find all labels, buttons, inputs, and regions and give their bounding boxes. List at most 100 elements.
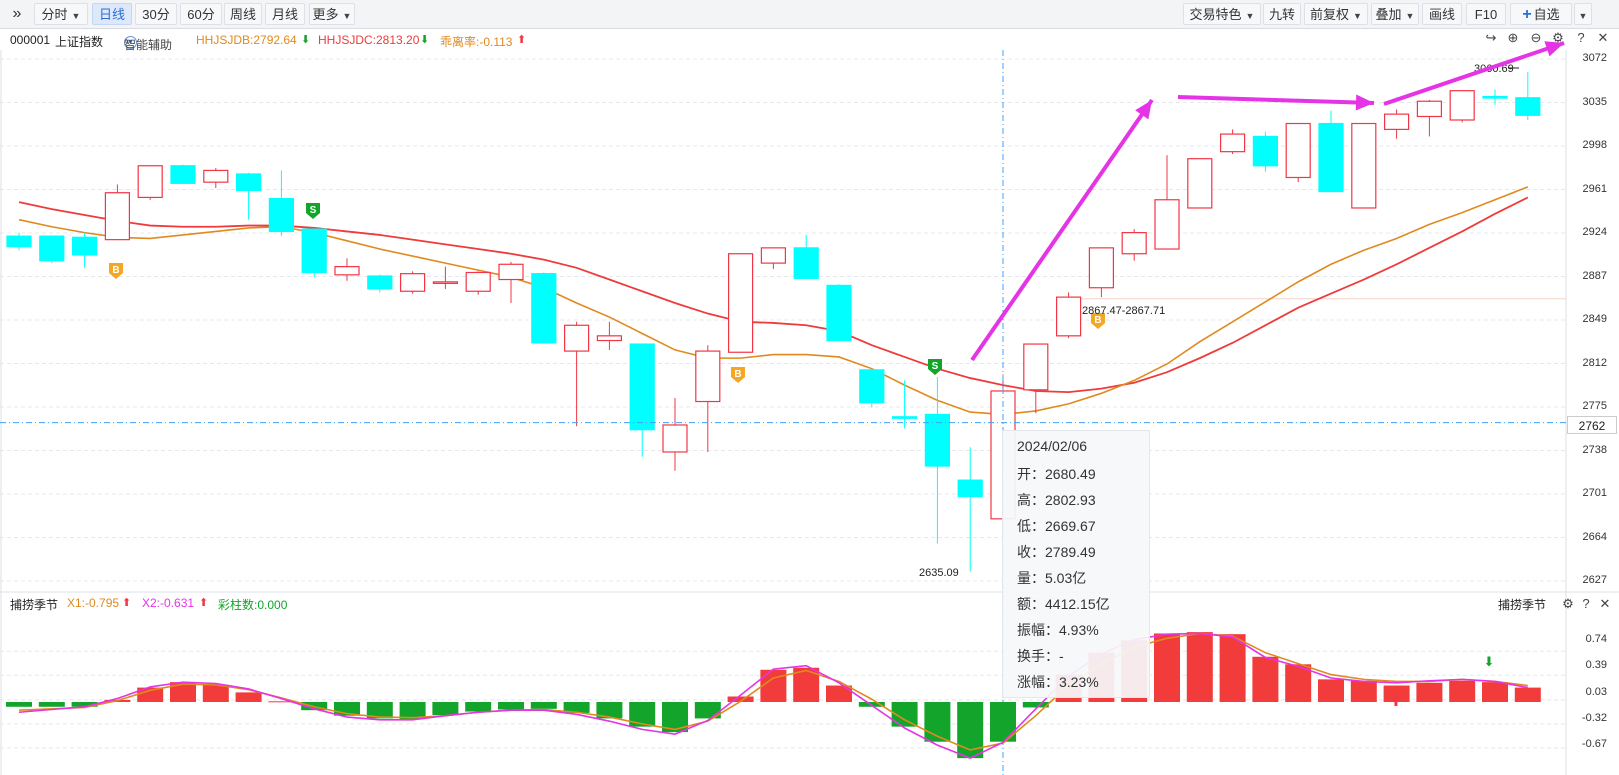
tooltip-key: 涨幅：: [1017, 674, 1059, 690]
sub-y-axis-tick-label: -0.67: [1581, 738, 1607, 750]
chevron-down-icon: ▼: [342, 11, 352, 21]
timeframe-tab-0[interactable]: 分时 ▼: [34, 3, 88, 25]
macd-bar: [694, 701, 721, 719]
candle-body: [727, 253, 754, 353]
candle-body: [793, 247, 819, 279]
macd-bar: [1154, 633, 1180, 702]
y-axis-tick-label: 2738: [1582, 443, 1607, 456]
candle-body: [596, 335, 623, 342]
up-arrow-icon: ⬆: [122, 597, 132, 609]
tooltip-key: 低：: [1017, 518, 1045, 534]
tooltip-row: 高：2802.93: [1017, 490, 1096, 510]
candle-body: [760, 247, 787, 264]
candle-body: [1383, 113, 1410, 130]
timeframe-tab-3[interactable]: 60分: [180, 3, 222, 25]
zoom-in-icon[interactable]: ⊕: [1507, 30, 1519, 45]
trend-arrow-right: [1383, 41, 1565, 106]
macd-bar: [1318, 679, 1344, 702]
ma-line-red: [18, 196, 1529, 394]
chevron-down-icon: ▼: [1353, 11, 1362, 21]
macd-bar: [760, 669, 787, 702]
candle-body: [1252, 135, 1279, 167]
macd-bar: [38, 701, 65, 707]
help-icon[interactable]: ?: [1577, 30, 1585, 45]
watchlist-dropdown-button[interactable]: ▼: [1574, 3, 1592, 25]
timeframe-tab-5[interactable]: 月线: [265, 3, 305, 25]
macd-bar: [1482, 682, 1508, 702]
marker-label: B: [1094, 315, 1101, 326]
buy-marker: B: [109, 263, 123, 279]
candle-body: [1187, 158, 1213, 209]
marker-label: S: [932, 361, 939, 372]
down-arrow-icon: ⬇: [1484, 654, 1495, 669]
tooltip-value: 4.93%: [1059, 622, 1099, 638]
chevron-down-icon: ▼: [1405, 11, 1415, 21]
sub-y-axis-tick-label: 0.03: [1585, 686, 1607, 698]
candle-body: [1449, 90, 1475, 121]
macd-bar: [530, 701, 557, 709]
candle-body: [39, 235, 65, 262]
sub-indicator-name-right[interactable]: 捕捞季节: [1498, 598, 1547, 612]
help-icon[interactable]: ?: [1582, 596, 1590, 611]
buy-marker: B: [1091, 313, 1105, 329]
candle-body: [826, 284, 852, 342]
bias-rate: 乖离率:-0.113: [440, 35, 513, 49]
toolbar-right-item-3[interactable]: 叠加 ▼: [1371, 3, 1419, 25]
timeframe-tab-6[interactable]: 更多 ▼: [309, 3, 355, 25]
tooltip-row: 低：2669.67: [1017, 516, 1096, 536]
tooltip-row: 开：2680.49: [1017, 464, 1096, 484]
tooltip-row: 换手：-: [1017, 646, 1064, 666]
macd-bar: [826, 685, 852, 702]
candle-body: [334, 266, 360, 276]
y-axis-tick-label: 3072: [1582, 52, 1607, 64]
toolbar-right-item-5[interactable]: F10: [1466, 3, 1506, 25]
candle-body: [1055, 296, 1082, 337]
stock-code: 000001: [10, 33, 51, 47]
candle-body: [695, 350, 721, 403]
close-icon[interactable]: ✕: [1599, 596, 1611, 611]
candle-body: [137, 165, 163, 199]
refresh-icon[interactable]: ↪: [1485, 30, 1497, 45]
macd-bar: [1416, 682, 1443, 702]
candle-body: [1154, 199, 1180, 250]
toolbar-right-item-4[interactable]: 画线: [1422, 3, 1462, 25]
macd-bar: [1514, 687, 1541, 702]
watchlist-button[interactable]: + 自选: [1510, 3, 1572, 25]
main-legend: 000001 上证指数 ▼ 智能辅助 HHJSJDB:2792.64 ⬇ HHJS…: [10, 33, 527, 52]
gear-icon[interactable]: ⚙: [1552, 30, 1564, 45]
tooltip-row: 收：2789.49: [1017, 542, 1096, 562]
tooltip-value: 3.23%: [1059, 674, 1099, 690]
macd-bar: [137, 687, 164, 702]
timeframe-tab-2[interactable]: 30分: [135, 3, 177, 25]
candle-body: [465, 271, 491, 292]
trend-arrow-up: [970, 98, 1154, 362]
toolbar-right-item-0[interactable]: 交易特色 ▼: [1183, 3, 1261, 25]
macd-bar: [202, 684, 229, 702]
toolbar-right-item-2[interactable]: 前复权 ▼: [1304, 3, 1368, 25]
tooltip-key: 收：: [1017, 544, 1045, 560]
sub-y-axis-tick-label: 0.74: [1585, 633, 1607, 645]
candle-body: [1351, 122, 1377, 209]
candle-body: [498, 263, 524, 281]
macd-bar: [563, 701, 590, 713]
candle-body: [859, 369, 885, 404]
plus-icon: +: [1522, 6, 1532, 23]
timeframe-tab-1[interactable]: 日线: [92, 3, 132, 25]
gear-icon[interactable]: ⚙: [1562, 596, 1574, 611]
y-axis-tick-label: 3035: [1582, 95, 1607, 108]
expand-icon[interactable]: »: [12, 5, 22, 22]
close-icon[interactable]: ✕: [1597, 30, 1609, 45]
timeframe-tab-4[interactable]: 周线: [224, 3, 262, 25]
zoom-out-icon[interactable]: ⊖: [1530, 30, 1542, 45]
macd-bar: [1252, 656, 1279, 702]
toolbar-right-item-1[interactable]: 九转: [1263, 3, 1301, 25]
candle-body: [301, 228, 327, 274]
macd-bar: [727, 696, 754, 702]
marker-label: S: [310, 205, 317, 216]
macd-bar: [235, 692, 262, 702]
macd-bar: [268, 701, 295, 703]
y-axis-tick-label: 2849: [1582, 313, 1607, 325]
marker-label: B: [734, 369, 741, 380]
macd-bar: [1350, 680, 1377, 702]
